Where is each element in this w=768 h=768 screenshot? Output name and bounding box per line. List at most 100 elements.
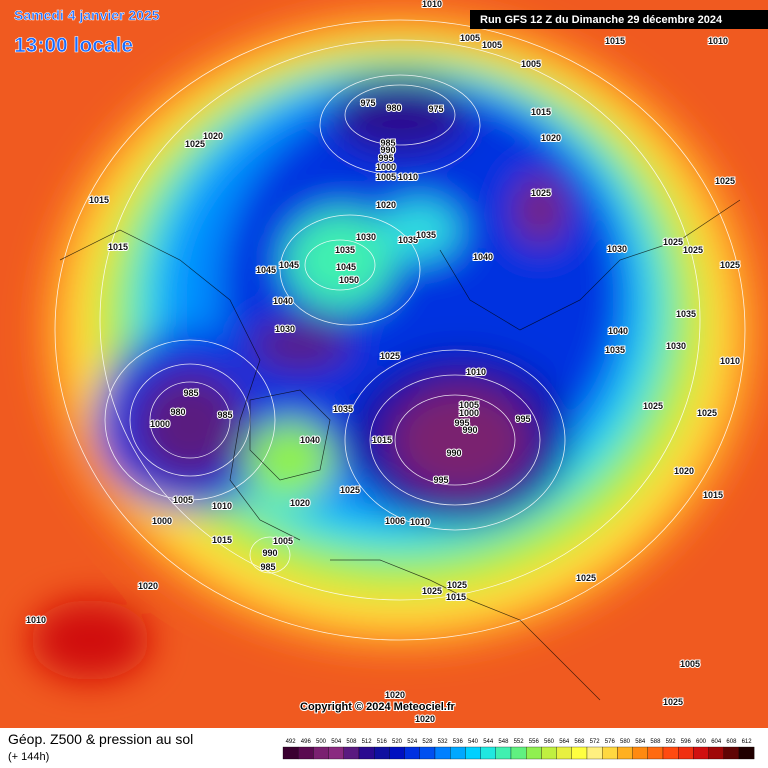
- isobar-label: 1025: [422, 586, 442, 596]
- isobar-label: 1010: [26, 615, 46, 625]
- isobar-label: 1025: [715, 176, 735, 186]
- isobar-label: 1015: [703, 490, 723, 500]
- isobar-label: 1015: [212, 535, 232, 545]
- isobar-label: 995: [378, 153, 393, 163]
- colorbar-tick-label: 600: [696, 739, 707, 745]
- isobar-label: 1025: [380, 351, 400, 361]
- isobar-label: 990: [262, 548, 277, 558]
- isobar-label: 1010: [708, 36, 728, 46]
- colorbar-swatch: [282, 746, 299, 760]
- colorbar-tick-label: 552: [514, 739, 525, 745]
- colorbar-tick-label: 564: [559, 739, 570, 745]
- isobar-label: 1020: [376, 200, 396, 210]
- colorbar-swatch: [450, 746, 466, 760]
- colorbar-swatch: [343, 746, 360, 760]
- colorbar-tick-label: 524: [407, 739, 418, 745]
- isobar-label: 1010: [212, 501, 232, 511]
- isobar-label: 1025: [447, 580, 467, 590]
- copyright: Copyright © 2024 Meteociel.fr: [300, 701, 456, 713]
- isobar-label: 1015: [89, 195, 109, 205]
- isobar-label: 1045: [256, 265, 276, 275]
- isobar-label: 1025: [576, 573, 596, 583]
- isobar-label: 985: [380, 138, 395, 148]
- colorbar-tick-label: 512: [362, 739, 373, 745]
- colorbar-tick-label: 608: [726, 739, 737, 745]
- colorbar-tick-label: 500: [316, 739, 327, 745]
- colorbar-swatch: [723, 746, 740, 760]
- coastlines: [59, 199, 741, 701]
- isobar-label: 1035: [398, 235, 418, 245]
- isobar-label: 1005: [273, 536, 293, 546]
- colorbar-swatch: [526, 746, 542, 760]
- colorbar-swatch: [662, 746, 679, 760]
- isobar-label: 1035: [416, 230, 436, 240]
- isobar-label: 1040: [273, 296, 293, 306]
- isobar-label: 1025: [531, 188, 551, 198]
- colorbar-tick-label: 536: [453, 739, 464, 745]
- colorbar-swatch: [313, 746, 329, 760]
- colorbar-tick-label: 604: [711, 739, 722, 745]
- run-banner: [470, 10, 768, 29]
- run-info: Run GFS 12 Z du Dimanche 29 décembre 202…: [480, 14, 723, 26]
- isobar-label: 1025: [683, 245, 703, 255]
- isobar-label: 985: [217, 410, 232, 420]
- colorbar-swatch: [617, 746, 633, 760]
- isobar-label: 975: [428, 104, 443, 114]
- isobar-label: 1005: [173, 495, 193, 505]
- colorbar-tick-label: 504: [331, 739, 342, 745]
- isobar-label: 1025: [663, 237, 683, 247]
- isobar-label: 1000: [376, 162, 396, 172]
- isobar-label: 1010: [466, 367, 486, 377]
- colorbar-swatch: [480, 746, 496, 760]
- isobar-label: 1025: [340, 485, 360, 495]
- forecast-date: Samedi 4 janvier 2025: [14, 7, 160, 23]
- isobar-label: 1020: [203, 131, 223, 141]
- isobar-label: 985: [260, 562, 275, 572]
- colorbar-swatch: [389, 746, 405, 760]
- isobar-label: 1030: [607, 244, 627, 254]
- colorbar-swatch: [358, 746, 375, 760]
- colorbar-swatch: [541, 746, 557, 760]
- isobar-label: 1000: [150, 419, 170, 429]
- colorbar-swatch: [298, 746, 314, 760]
- isobar-label: 980: [386, 103, 401, 113]
- geopotential-field: [30, 10, 760, 680]
- colorbar-tick-label: 520: [392, 739, 403, 745]
- colorbar-swatch: [586, 746, 603, 760]
- isobar-label: 1025: [697, 408, 717, 418]
- isobar-label: 1045: [336, 262, 356, 272]
- isobar-label: 985: [183, 388, 198, 398]
- isobar-label: 1015: [372, 435, 392, 445]
- isobar-label: 1030: [275, 324, 295, 334]
- isobar-label: 1035: [333, 404, 353, 414]
- isobar-label: 1020: [415, 714, 435, 724]
- isobar-label: 1040: [608, 326, 628, 336]
- footer-lead: (+ 144h): [8, 751, 49, 763]
- colorbar-tick-label: 532: [438, 739, 449, 745]
- colorbar-tick-label: 580: [620, 739, 631, 745]
- isobar-label: 1030: [666, 341, 686, 351]
- isobar-label: 1020: [290, 498, 310, 508]
- colorbar-swatch: [510, 746, 527, 760]
- forecast-time: 13:00 locale: [14, 34, 133, 57]
- isobar-label: 1035: [605, 345, 625, 355]
- colorbar-tick-label: 596: [681, 739, 692, 745]
- isobar-label: 1045: [279, 260, 299, 270]
- colorbar-tick-label: 576: [605, 739, 616, 745]
- isobar-label: 1030: [356, 232, 376, 242]
- isobar-label: 1035: [335, 245, 355, 255]
- isobar-label: 995: [454, 418, 469, 428]
- isobar-label: 1015: [446, 592, 466, 602]
- colorbar-tick-label: 588: [650, 739, 661, 745]
- isobar-label: 990: [380, 145, 395, 155]
- isobar-label: 1025: [643, 401, 663, 411]
- isobar-label: 980: [170, 407, 185, 417]
- colorbar-tick-label: 568: [574, 739, 585, 745]
- colorbar-swatch: [465, 746, 481, 760]
- isobar-label: 1000: [152, 516, 172, 526]
- isobar-label: 1020: [385, 690, 405, 700]
- colorbar-swatch: [602, 746, 618, 760]
- isobar-label: 1015: [108, 242, 128, 252]
- isobar-label: 1010: [720, 356, 740, 366]
